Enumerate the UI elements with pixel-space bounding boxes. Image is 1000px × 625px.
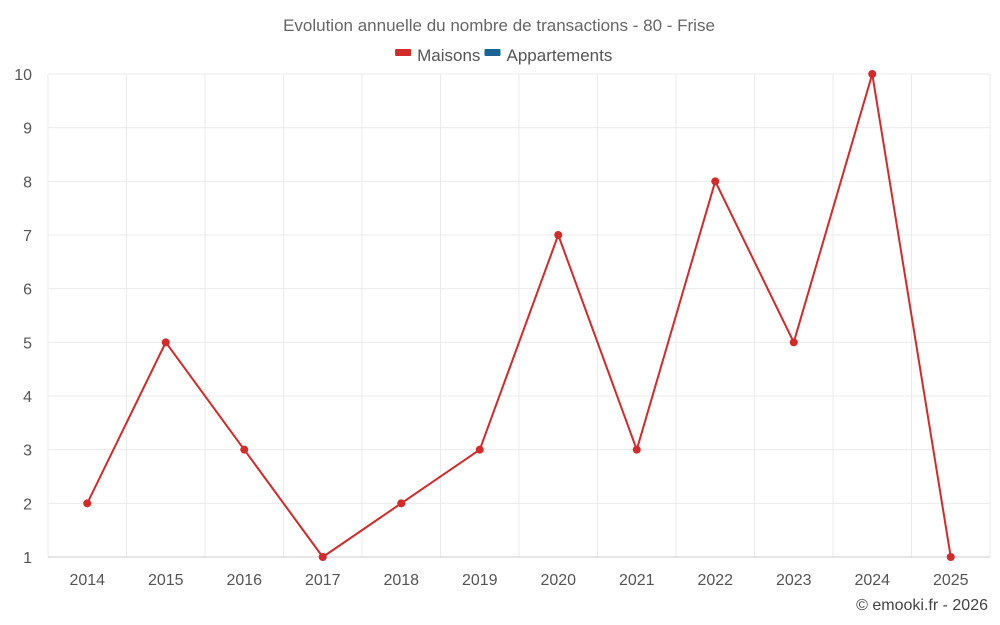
y-tick-label: 10 [14, 67, 32, 84]
credit-text: © emooki.fr - 2026 [856, 597, 988, 614]
legend: Maisons Appartements [395, 46, 612, 65]
y-axis: 1 2 3 4 5 6 7 8 9 10 [14, 67, 32, 567]
y-tick-label: 6 [23, 282, 32, 299]
y-tick-label: 3 [23, 443, 32, 460]
data-point [789, 338, 798, 347]
data-point [868, 70, 877, 78]
chart-title: Evolution annuelle du nombre de transact… [283, 16, 715, 35]
x-tick-label: 2023 [776, 572, 812, 589]
x-tick-label: 2020 [540, 572, 576, 589]
x-tick-label: 2022 [697, 572, 733, 589]
series-line-maisons [86, 73, 952, 558]
x-tick-label: 2014 [69, 572, 105, 589]
data-point [946, 553, 955, 561]
data-point [161, 338, 170, 347]
x-tick-label: 2025 [933, 572, 969, 589]
x-tick-label: 2021 [619, 572, 655, 589]
x-tick-label: 2024 [854, 572, 890, 589]
x-axis: 2014 2015 2016 2017 2018 2019 2020 2021 2022 2023… [69, 572, 968, 589]
y-tick-label: 8 [23, 174, 32, 191]
x-tick-label: 2017 [305, 572, 341, 589]
legend-label-appartements: Appartements [507, 46, 613, 65]
data-point [711, 177, 720, 186]
data-point [397, 499, 406, 508]
x-tick-label: 2015 [148, 572, 184, 589]
y-tick-label: 9 [23, 121, 32, 138]
data-point [318, 553, 327, 561]
y-tick-label: 7 [23, 228, 32, 245]
y-tick-label: 1 [23, 550, 32, 567]
legend-swatch-maisons [395, 49, 412, 56]
series-layer [83, 70, 955, 561]
x-tick-label: 2016 [226, 572, 262, 589]
data-point [240, 445, 249, 454]
y-tick-label: 4 [23, 389, 32, 406]
x-tick-label: 2019 [462, 572, 498, 589]
y-tick-label: 5 [23, 335, 32, 352]
legend-label-maisons: Maisons [417, 46, 480, 65]
data-point [632, 445, 641, 454]
data-point [83, 499, 92, 508]
data-point [475, 445, 484, 454]
grid-lines [47, 73, 991, 558]
x-tick-label: 2018 [383, 572, 419, 589]
legend-swatch-appartements [484, 49, 501, 56]
y-tick-label: 2 [23, 496, 32, 513]
data-point [554, 231, 563, 239]
